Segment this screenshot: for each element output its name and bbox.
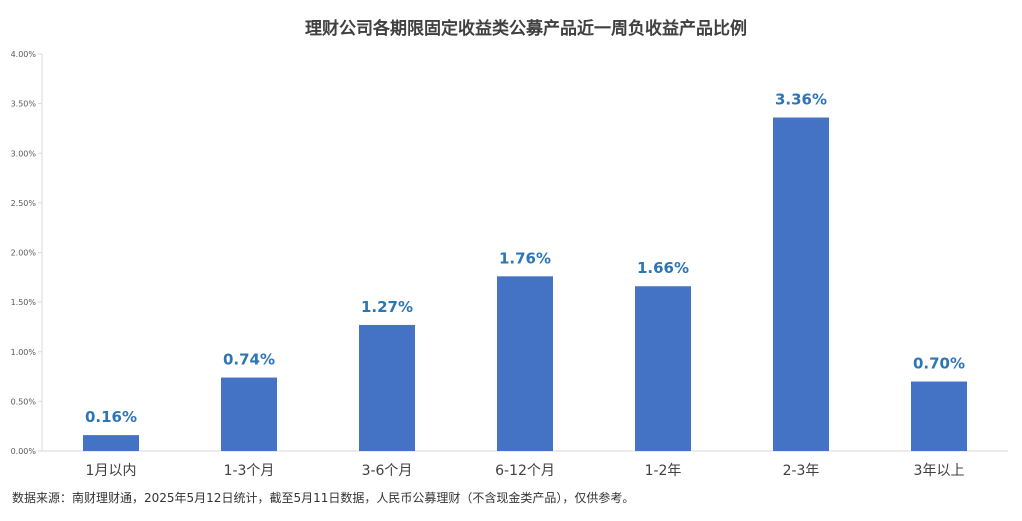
y-axis: 0.00% 0.50% 1.00% 1.50% 2.00% 2.50% 3.00% 3.50%… (11, 50, 43, 456)
y-tick-label: 3.50% (11, 100, 37, 109)
x-axis: 1月以内 1-3个月 3-6个月 6-12个月 1-2年 2-3年 3年以上 (42, 450, 1008, 479)
x-tick-label: 6-12个月 (495, 463, 555, 479)
bar (221, 377, 277, 451)
chart-title: 理财公司各期限固定收益类公募产品近一周负收益产品比例 (305, 18, 747, 39)
y-tick-label: 0.00% (11, 447, 37, 456)
bars (83, 117, 967, 452)
y-tick-label: 3.00% (11, 149, 37, 158)
y-tick-label: 0.50% (11, 397, 37, 406)
x-tick-label: 1月以内 (86, 463, 137, 479)
x-tick-label: 3年以上 (914, 463, 965, 479)
data-label: 3.36% (775, 91, 827, 109)
data-label: 1.76% (499, 249, 551, 267)
y-tick-label: 2.50% (11, 199, 37, 208)
data-labels: 0.16% 0.74% 1.27% 1.76% 1.66% 3.36% 0.70% (85, 91, 965, 427)
x-tick-label: 3-6个月 (362, 463, 413, 479)
x-tick-label: 1-2年 (645, 463, 682, 479)
y-tick-label: 4.00% (11, 50, 37, 59)
bar (497, 276, 553, 451)
y-tick-label: 1.50% (11, 298, 37, 307)
bar (911, 381, 967, 451)
data-label: 0.74% (223, 351, 275, 369)
data-label: 1.66% (637, 259, 689, 277)
data-label: 0.70% (913, 355, 965, 373)
y-tick-label: 2.00% (11, 249, 37, 258)
y-tick-label: 1.00% (11, 348, 37, 357)
bar (773, 117, 829, 452)
bar (83, 435, 139, 451)
data-label: 0.16% (85, 408, 137, 426)
x-tick-label: 1-3个月 (224, 463, 275, 479)
bar (359, 324, 415, 451)
bar (635, 286, 691, 451)
footnote-source: 数据来源：南财理财通，2025年5月12日统计，截至5月11日数据，人民币公募理… (12, 491, 635, 505)
x-tick-label: 2-3年 (783, 463, 820, 479)
data-label: 1.27% (361, 298, 413, 316)
